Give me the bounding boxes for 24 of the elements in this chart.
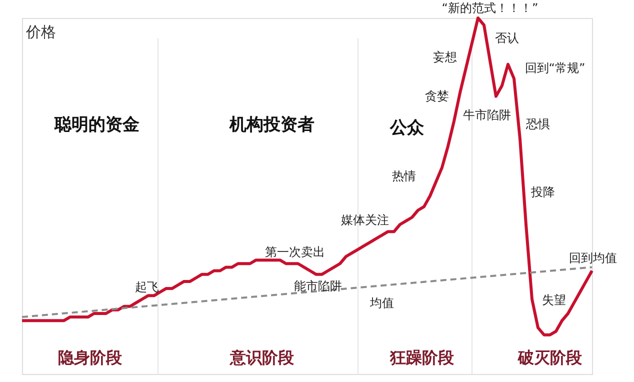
annotation: 回到“常规” xyxy=(524,61,586,75)
annotation: 妄想 xyxy=(433,50,457,64)
annotation: 否认 xyxy=(495,31,519,45)
annotation: 破灭阶段 xyxy=(517,348,583,367)
annotation: 公众 xyxy=(389,118,425,138)
annotation: 起飞 xyxy=(135,280,159,294)
annotation: 能市陷阱 xyxy=(294,279,342,293)
annotation: 投降 xyxy=(530,185,555,199)
annotation: 狂躁阶段 xyxy=(389,348,455,367)
annotation: 热情 xyxy=(392,169,416,183)
annotation: 聪明的资金 xyxy=(54,115,140,135)
annotation: 均值 xyxy=(369,296,394,310)
annotation: 牛市陷阱 xyxy=(463,108,511,122)
y-axis-title: 价格 xyxy=(25,23,56,41)
annotation: 恐惧 xyxy=(525,117,550,131)
annotation: 回到均值 xyxy=(569,251,617,265)
annotation: 意识阶段 xyxy=(229,348,295,367)
annotation: 失望 xyxy=(542,293,566,307)
annotation: 媒体关注 xyxy=(341,213,389,227)
annotation: 隐身阶段 xyxy=(58,348,123,367)
annotation: 机构投资者 xyxy=(228,115,314,135)
annotation: 贪婪 xyxy=(425,89,449,103)
annotation: 第一次卖出 xyxy=(265,245,325,259)
text: “新的范式！！！” xyxy=(442,1,538,15)
